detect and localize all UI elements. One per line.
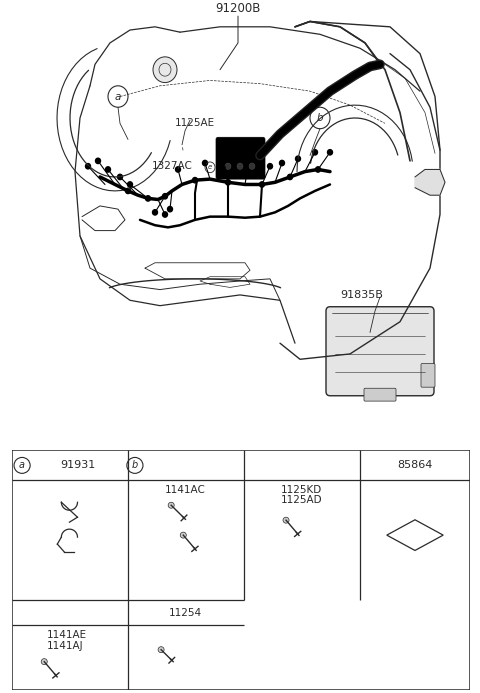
Circle shape <box>145 195 151 201</box>
Text: 11254: 11254 <box>169 608 202 618</box>
Text: a: a <box>115 91 121 102</box>
Text: e: e <box>208 164 212 170</box>
Circle shape <box>106 167 110 172</box>
Circle shape <box>203 160 207 166</box>
Text: 91931: 91931 <box>60 460 95 471</box>
Circle shape <box>180 532 186 538</box>
Circle shape <box>192 177 197 183</box>
Circle shape <box>125 188 131 193</box>
Circle shape <box>168 207 172 212</box>
Circle shape <box>223 164 228 169</box>
Text: b: b <box>317 113 324 123</box>
Circle shape <box>249 163 255 170</box>
Circle shape <box>260 182 264 187</box>
Circle shape <box>283 517 289 523</box>
Text: 91835B: 91835B <box>340 290 383 300</box>
Circle shape <box>163 193 168 199</box>
Circle shape <box>225 163 231 170</box>
Text: 1141AC: 1141AC <box>165 485 206 495</box>
Circle shape <box>41 658 47 665</box>
Circle shape <box>176 167 180 172</box>
Circle shape <box>96 158 100 164</box>
Circle shape <box>85 164 91 169</box>
Text: 1141AE: 1141AE <box>47 630 87 640</box>
Text: 1327AC: 1327AC <box>152 161 193 171</box>
Text: 85864: 85864 <box>397 460 432 471</box>
Circle shape <box>153 57 177 82</box>
Circle shape <box>163 212 168 217</box>
Text: 91200B: 91200B <box>216 2 261 15</box>
Polygon shape <box>415 170 445 195</box>
Circle shape <box>226 179 230 185</box>
Text: 1125KD: 1125KD <box>280 485 322 495</box>
FancyBboxPatch shape <box>216 137 265 179</box>
Circle shape <box>288 174 292 179</box>
Circle shape <box>279 160 285 166</box>
Circle shape <box>245 164 251 169</box>
Circle shape <box>158 647 164 653</box>
Circle shape <box>296 156 300 161</box>
Circle shape <box>128 182 132 187</box>
FancyBboxPatch shape <box>326 307 434 396</box>
Text: 1125AD: 1125AD <box>280 495 322 505</box>
Circle shape <box>237 163 243 170</box>
Circle shape <box>168 502 174 508</box>
Circle shape <box>315 167 321 172</box>
FancyBboxPatch shape <box>421 364 435 387</box>
FancyBboxPatch shape <box>364 388 396 401</box>
Text: 1125AE: 1125AE <box>175 119 215 128</box>
Text: 1141AJ: 1141AJ <box>47 641 84 651</box>
Circle shape <box>267 164 273 169</box>
Circle shape <box>118 174 122 179</box>
Circle shape <box>327 150 333 155</box>
Text: b: b <box>132 460 138 471</box>
Circle shape <box>153 210 157 215</box>
Text: a: a <box>19 460 25 471</box>
Circle shape <box>312 150 317 155</box>
